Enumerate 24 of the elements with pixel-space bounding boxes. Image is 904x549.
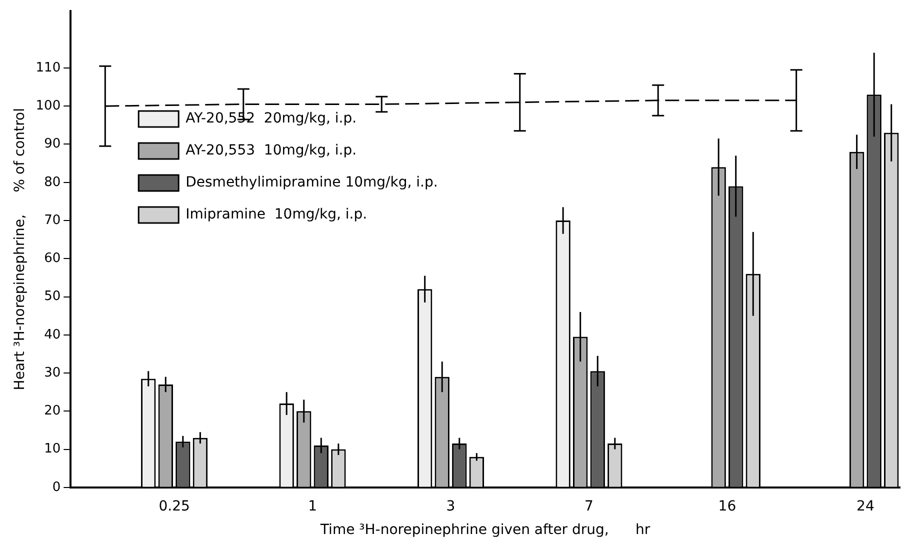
- x-tick-label: 0.25: [158, 498, 190, 514]
- y-tick-label: 20: [44, 404, 61, 419]
- y-tick-label: 30: [44, 365, 61, 380]
- y-tick-label: 60: [44, 251, 61, 266]
- y-tick-label: 40: [44, 327, 61, 342]
- y-tick-label: 0: [52, 480, 61, 495]
- y-tick-label: 90: [44, 136, 61, 152]
- x-tick-label: 3: [446, 498, 456, 514]
- x-axis-title: Time ³H-norepinephrine given after drug, hr: [319, 522, 650, 538]
- y-tick-label: 80: [44, 174, 61, 190]
- x-tick-label: 16: [718, 498, 736, 514]
- y-tick-label: 100: [36, 98, 61, 114]
- x-tick-label: 7: [584, 498, 594, 514]
- y-tick-label: 50: [44, 289, 61, 304]
- y-axis-title: Heart ³H-norepinephrine, % of control: [12, 108, 28, 390]
- legend-label: Imipramine 10mg/kg, i.p.: [186, 206, 368, 223]
- legend-label: AY-20,553 10mg/kg, i.p.: [186, 142, 357, 159]
- legend-label: AY-20,552 20mg/kg, i.p.: [186, 110, 357, 127]
- legend-label: Desmethylimipramine 10mg/kg, i.p.: [186, 174, 438, 191]
- y-tick-label: 110: [36, 60, 61, 76]
- y-tick-label: 10: [44, 442, 61, 457]
- x-tick-label: 24: [856, 498, 874, 514]
- y-tick-label: 70: [44, 212, 61, 228]
- x-tick-label: 1: [308, 498, 317, 514]
